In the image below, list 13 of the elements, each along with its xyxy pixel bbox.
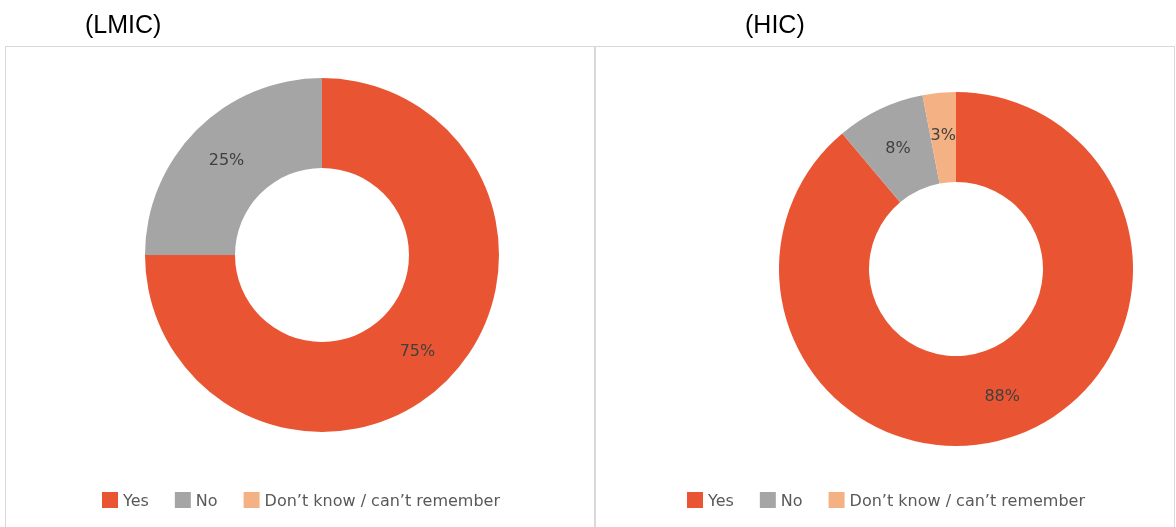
data-label: 75% [399,340,436,360]
legend-label: No [780,490,803,510]
chart-title: (HIC) [745,9,805,38]
legend-label: Don’t know / can’t remember [264,490,501,510]
legend-label: Don’t know / can’t remember [849,490,1086,510]
data-label: 3% [930,125,956,145]
legend-label: No [195,490,218,510]
data-label: 88% [984,386,1020,406]
data-label: 25% [208,150,245,170]
legend-label: Yes [122,490,149,510]
chart-title: (LMIC) [85,9,162,38]
data-label: 8% [885,137,911,157]
legend-label: Yes [707,490,734,510]
